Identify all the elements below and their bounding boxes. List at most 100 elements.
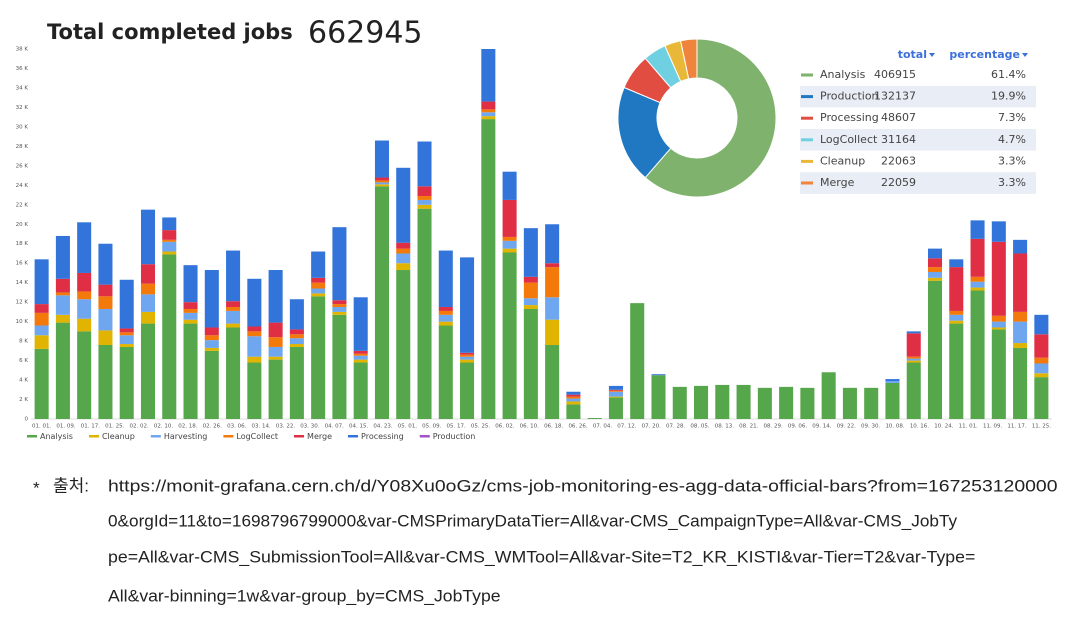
bar-segment: [77, 331, 92, 419]
bar-segment: [332, 304, 347, 308]
table-row-bg: [800, 85, 1036, 108]
x-tick-label: 02. 18.: [178, 424, 197, 430]
bar-segment: [311, 293, 326, 297]
bar-segment: [1034, 377, 1049, 419]
bar-segment: [332, 300, 347, 305]
bar-segment: [268, 270, 283, 323]
x-tick-label: 05. 17.: [447, 424, 466, 430]
bar-segment: [332, 227, 347, 301]
bar-segment: [927, 267, 943, 272]
x-tick-label: 10. 24.: [934, 424, 953, 430]
row-name: Analysis: [820, 68, 866, 81]
row-percent: 3.3%: [998, 154, 1026, 167]
bar-segment: [332, 314, 347, 419]
bar-segment: [608, 390, 623, 392]
source-url-line: pe=All&var-CMS_SubmissionTool=All&var-CM…: [108, 547, 975, 566]
legend-label: Merge: [307, 432, 332, 441]
x-tick-label: 07. 20.: [642, 424, 661, 430]
x-tick-label: 04. 07.: [325, 424, 344, 430]
bar-segment: [98, 284, 113, 297]
bar-segment: [545, 224, 560, 264]
x-tick-label: 03. 30.: [300, 424, 319, 430]
bar-segment: [608, 396, 623, 398]
bar-segment: [34, 325, 49, 336]
legend-swatch: [223, 435, 234, 438]
row-percent: 3.3%: [998, 176, 1026, 189]
x-tick-label: 11. 09.: [983, 424, 1002, 430]
bar-segment: [162, 254, 177, 419]
bar-segment: [396, 263, 411, 271]
bar-segment: [119, 335, 134, 345]
bar-segment: [608, 391, 623, 397]
y-tick-label: 2 K: [19, 397, 28, 403]
x-tick-label: 01. 01.: [32, 424, 51, 430]
bar-segment: [247, 331, 262, 337]
bar-segment: [630, 303, 645, 419]
bar-segment: [162, 217, 177, 231]
bar-segment: [1034, 373, 1049, 378]
bar-segment: [119, 279, 134, 329]
bar-segment: [332, 307, 347, 312]
bar-segment: [353, 355, 368, 360]
y-tick-label: 28 K: [16, 144, 29, 150]
bar-segment: [970, 281, 985, 288]
bar-segment: [502, 236, 517, 241]
legend-swatch: [801, 181, 813, 185]
bar-segment: [119, 328, 134, 333]
bar-segment: [140, 283, 156, 295]
bar-segment: [417, 199, 432, 205]
bar-segment: [927, 277, 943, 281]
bar-segment: [821, 372, 836, 419]
bar-segment: [119, 344, 134, 347]
row-total: 22059: [881, 176, 916, 189]
bar-segment: [481, 109, 496, 113]
bar-segment: [927, 271, 943, 278]
bar-segment: [417, 208, 432, 419]
y-tick-label: 10 K: [16, 319, 29, 325]
x-tick-label: 08. 29.: [764, 424, 783, 430]
row-total: 48607: [881, 111, 916, 124]
x-tick-label: 05. 09.: [422, 424, 441, 430]
legend-swatch: [348, 435, 359, 438]
y-tick-label: 16 K: [16, 261, 29, 267]
bar-segment: [268, 359, 283, 419]
bar-segment: [587, 418, 602, 419]
bar-segment: [140, 209, 156, 265]
bar-segment: [927, 258, 943, 268]
bar-segment: [396, 248, 411, 254]
legend-label: Harvesting: [164, 432, 208, 441]
bar-segment: [247, 326, 262, 332]
bar-segment: [183, 319, 198, 324]
sort-arrow: [1022, 53, 1028, 57]
bar-segment: [77, 318, 92, 332]
bar-segment: [289, 346, 304, 419]
footer-marker: *: [33, 478, 40, 497]
bar-segment: [396, 253, 411, 264]
bar-segment: [374, 140, 389, 178]
legend-swatch: [801, 138, 813, 142]
bar-segment: [204, 270, 219, 328]
bar-segment: [226, 301, 241, 308]
legend-swatch: [801, 159, 813, 163]
bar-segment: [34, 304, 49, 313]
y-tick-label: 34 K: [16, 85, 29, 91]
y-tick-label: 4 K: [19, 378, 28, 384]
bar-segment: [204, 347, 219, 351]
bar-segment: [374, 182, 389, 185]
x-tick-label: 07. 28.: [666, 424, 685, 430]
row-percent: 61.4%: [991, 68, 1026, 81]
bar-segment: [523, 305, 538, 309]
x-tick-label: 11. 01.: [959, 424, 978, 430]
bar-segment: [268, 322, 283, 338]
bar-segment: [98, 243, 113, 285]
x-tick-label: 01. 09.: [56, 424, 75, 430]
bar-segment: [77, 222, 92, 273]
bar-segment: [247, 336, 262, 357]
y-tick-label: 26 K: [16, 163, 29, 169]
bar-segment: [119, 332, 134, 336]
bar-segment: [417, 196, 432, 200]
bar-segment: [885, 379, 900, 382]
bar-segment: [374, 177, 389, 181]
bar-segment: [55, 235, 70, 279]
y-tick-label: 36 K: [16, 66, 29, 72]
